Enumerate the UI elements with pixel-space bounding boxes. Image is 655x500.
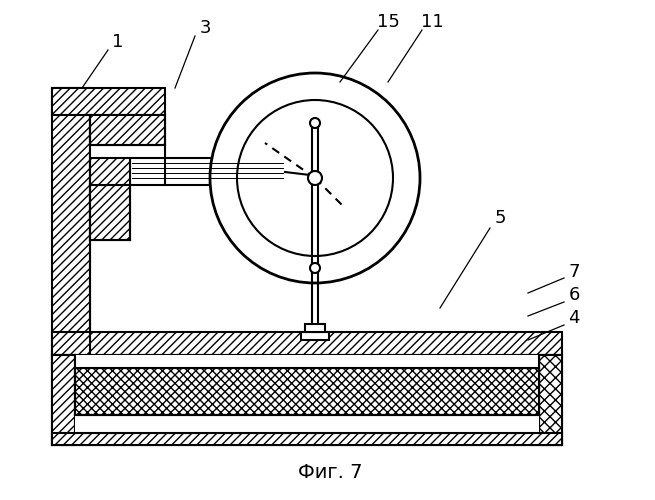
Bar — [75, 415, 539, 433]
Text: 3: 3 — [199, 19, 211, 37]
Bar — [52, 332, 562, 355]
Bar — [130, 158, 285, 185]
Bar — [75, 368, 539, 415]
Text: Фиг. 7: Фиг. 7 — [298, 462, 362, 481]
Circle shape — [237, 100, 393, 256]
Circle shape — [310, 118, 320, 128]
Text: 6: 6 — [569, 286, 580, 304]
Text: 1: 1 — [112, 33, 124, 51]
Bar — [52, 355, 75, 445]
Circle shape — [308, 171, 322, 185]
Text: 5: 5 — [495, 209, 506, 227]
Bar — [305, 324, 325, 332]
Circle shape — [310, 263, 320, 273]
Bar — [90, 115, 165, 145]
Text: 7: 7 — [569, 263, 580, 281]
Text: 11: 11 — [421, 13, 443, 31]
Circle shape — [210, 73, 420, 283]
Bar — [90, 145, 165, 185]
Bar — [52, 88, 165, 115]
Bar — [52, 433, 562, 445]
Bar — [90, 185, 130, 240]
Bar — [52, 355, 562, 445]
Bar — [90, 158, 130, 185]
Text: 15: 15 — [377, 13, 400, 31]
Bar — [301, 332, 329, 340]
Bar — [539, 355, 562, 445]
Text: 4: 4 — [569, 309, 580, 327]
Bar — [52, 88, 90, 370]
Bar — [75, 355, 539, 368]
